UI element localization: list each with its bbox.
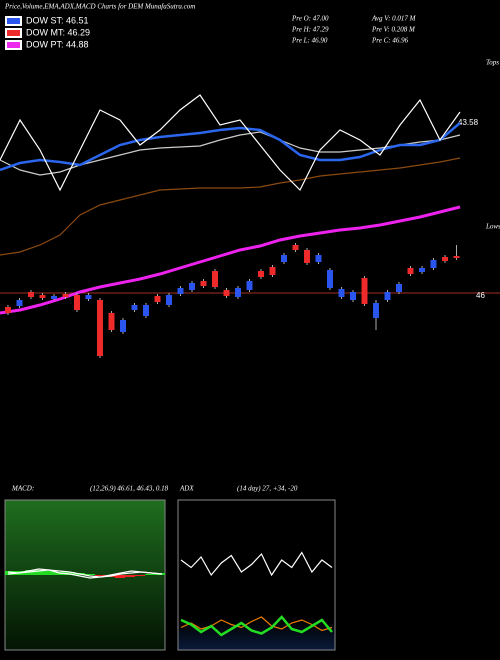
candle	[5, 307, 11, 313]
candle	[430, 260, 437, 268]
candle	[361, 278, 368, 304]
candle	[62, 294, 69, 297]
candle	[269, 267, 276, 275]
info: Avg V: 0.017 M	[371, 15, 417, 23]
line	[0, 122, 461, 172]
histogram-bar	[95, 575, 105, 576]
histogram-bar	[115, 575, 125, 578]
candle	[350, 292, 356, 300]
line	[0, 205, 461, 315]
candle	[131, 305, 138, 310]
legend-label: DOW PT: 44.88	[26, 39, 89, 49]
histogram-bar	[5, 571, 15, 575]
candle	[166, 295, 172, 305]
candle	[143, 305, 149, 316]
marker: Tops	[486, 59, 499, 67]
legend-label: DOW MT: 46.29	[26, 27, 90, 37]
line	[180, 616, 333, 632]
candle	[246, 281, 253, 290]
price-label: 43.58	[458, 118, 479, 127]
candle	[51, 296, 57, 299]
candle	[453, 256, 460, 258]
candle	[373, 303, 379, 318]
line	[7, 569, 163, 578]
legend-swatch	[7, 30, 20, 36]
candle	[419, 268, 425, 272]
info: Pre C: 46.96	[371, 37, 409, 45]
candle	[74, 295, 80, 310]
info: Pre L: 46.90	[291, 37, 328, 45]
histogram-bar	[125, 575, 135, 577]
candle	[97, 300, 103, 356]
candle	[200, 281, 207, 286]
histogram-bar	[145, 574, 155, 575]
candle	[212, 271, 218, 287]
candle	[258, 271, 264, 277]
price-label: 46	[476, 291, 485, 300]
legend-swatch	[7, 42, 20, 48]
candle	[315, 255, 322, 262]
candle	[223, 290, 230, 296]
legend-swatch	[7, 18, 20, 24]
histogram-bar	[135, 575, 145, 576]
line	[180, 551, 333, 577]
candle	[16, 300, 23, 306]
candle	[442, 257, 448, 261]
line	[180, 615, 333, 637]
marker: Lows	[485, 223, 500, 231]
chart-title: Price,Volume,EMA,ADX,MACD Charts for DEM…	[4, 3, 195, 11]
candle	[120, 320, 126, 332]
candle	[154, 296, 161, 302]
panel-subtitle: (12,26,9) 46.61, 46.43, 0.18	[90, 485, 169, 493]
candle	[177, 288, 184, 294]
histogram-bar	[25, 570, 35, 575]
histogram-bar	[35, 570, 45, 575]
candle	[28, 292, 34, 297]
candle	[108, 313, 115, 330]
line	[0, 157, 461, 256]
candle	[292, 245, 299, 250]
line	[0, 94, 461, 192]
candle	[189, 283, 195, 290]
legend-label: DOW ST: 46.51	[26, 15, 89, 25]
panel-title: MACD:	[11, 485, 34, 493]
candle	[235, 288, 241, 297]
panel-title: ADX	[179, 485, 194, 493]
panel-subtitle: (14 day) 27, +34, -20	[237, 485, 298, 493]
line	[0, 131, 461, 176]
candle	[304, 250, 310, 263]
candle	[407, 268, 414, 274]
candle	[384, 292, 391, 300]
info: Pre O: 47.00	[291, 15, 329, 23]
line	[7, 568, 163, 579]
candle	[39, 295, 46, 298]
candle	[396, 284, 402, 292]
info: Pre V: 0.208 M	[371, 26, 416, 34]
candle	[85, 295, 92, 299]
adx-panel	[177, 499, 336, 651]
histogram-bar	[85, 574, 95, 575]
candle	[327, 270, 333, 288]
info: Pre H: 47.29	[291, 26, 329, 34]
candle	[338, 289, 345, 297]
histogram-bar	[45, 571, 55, 575]
candle	[281, 255, 287, 262]
